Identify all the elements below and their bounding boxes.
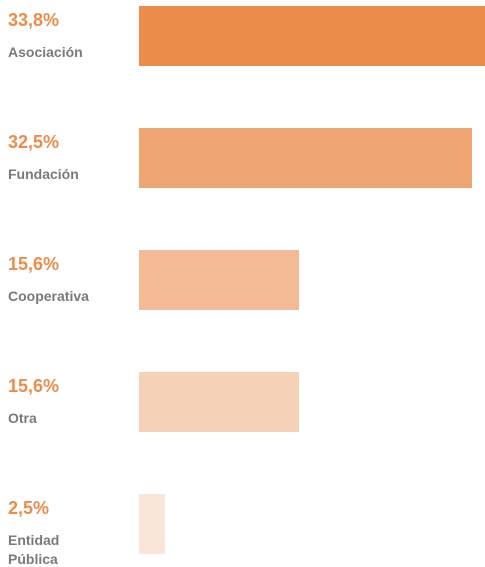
bar — [139, 128, 472, 188]
value-label: 15,6% — [8, 376, 60, 396]
bar — [139, 494, 165, 554]
bar — [139, 6, 485, 66]
value-label: 15,6% — [8, 254, 60, 274]
bar — [139, 250, 299, 310]
category-label: Otra — [8, 410, 37, 426]
category-label: Asociación — [8, 44, 83, 60]
category-label: Fundación — [8, 166, 79, 182]
category-label: Entidad Pública — [8, 532, 60, 567]
value-label: 32,5% — [8, 132, 60, 152]
value-label: 2,5% — [8, 498, 50, 518]
value-label: 33,8% — [8, 10, 60, 30]
bar — [139, 372, 299, 432]
category-label: Cooperativa — [8, 288, 89, 304]
